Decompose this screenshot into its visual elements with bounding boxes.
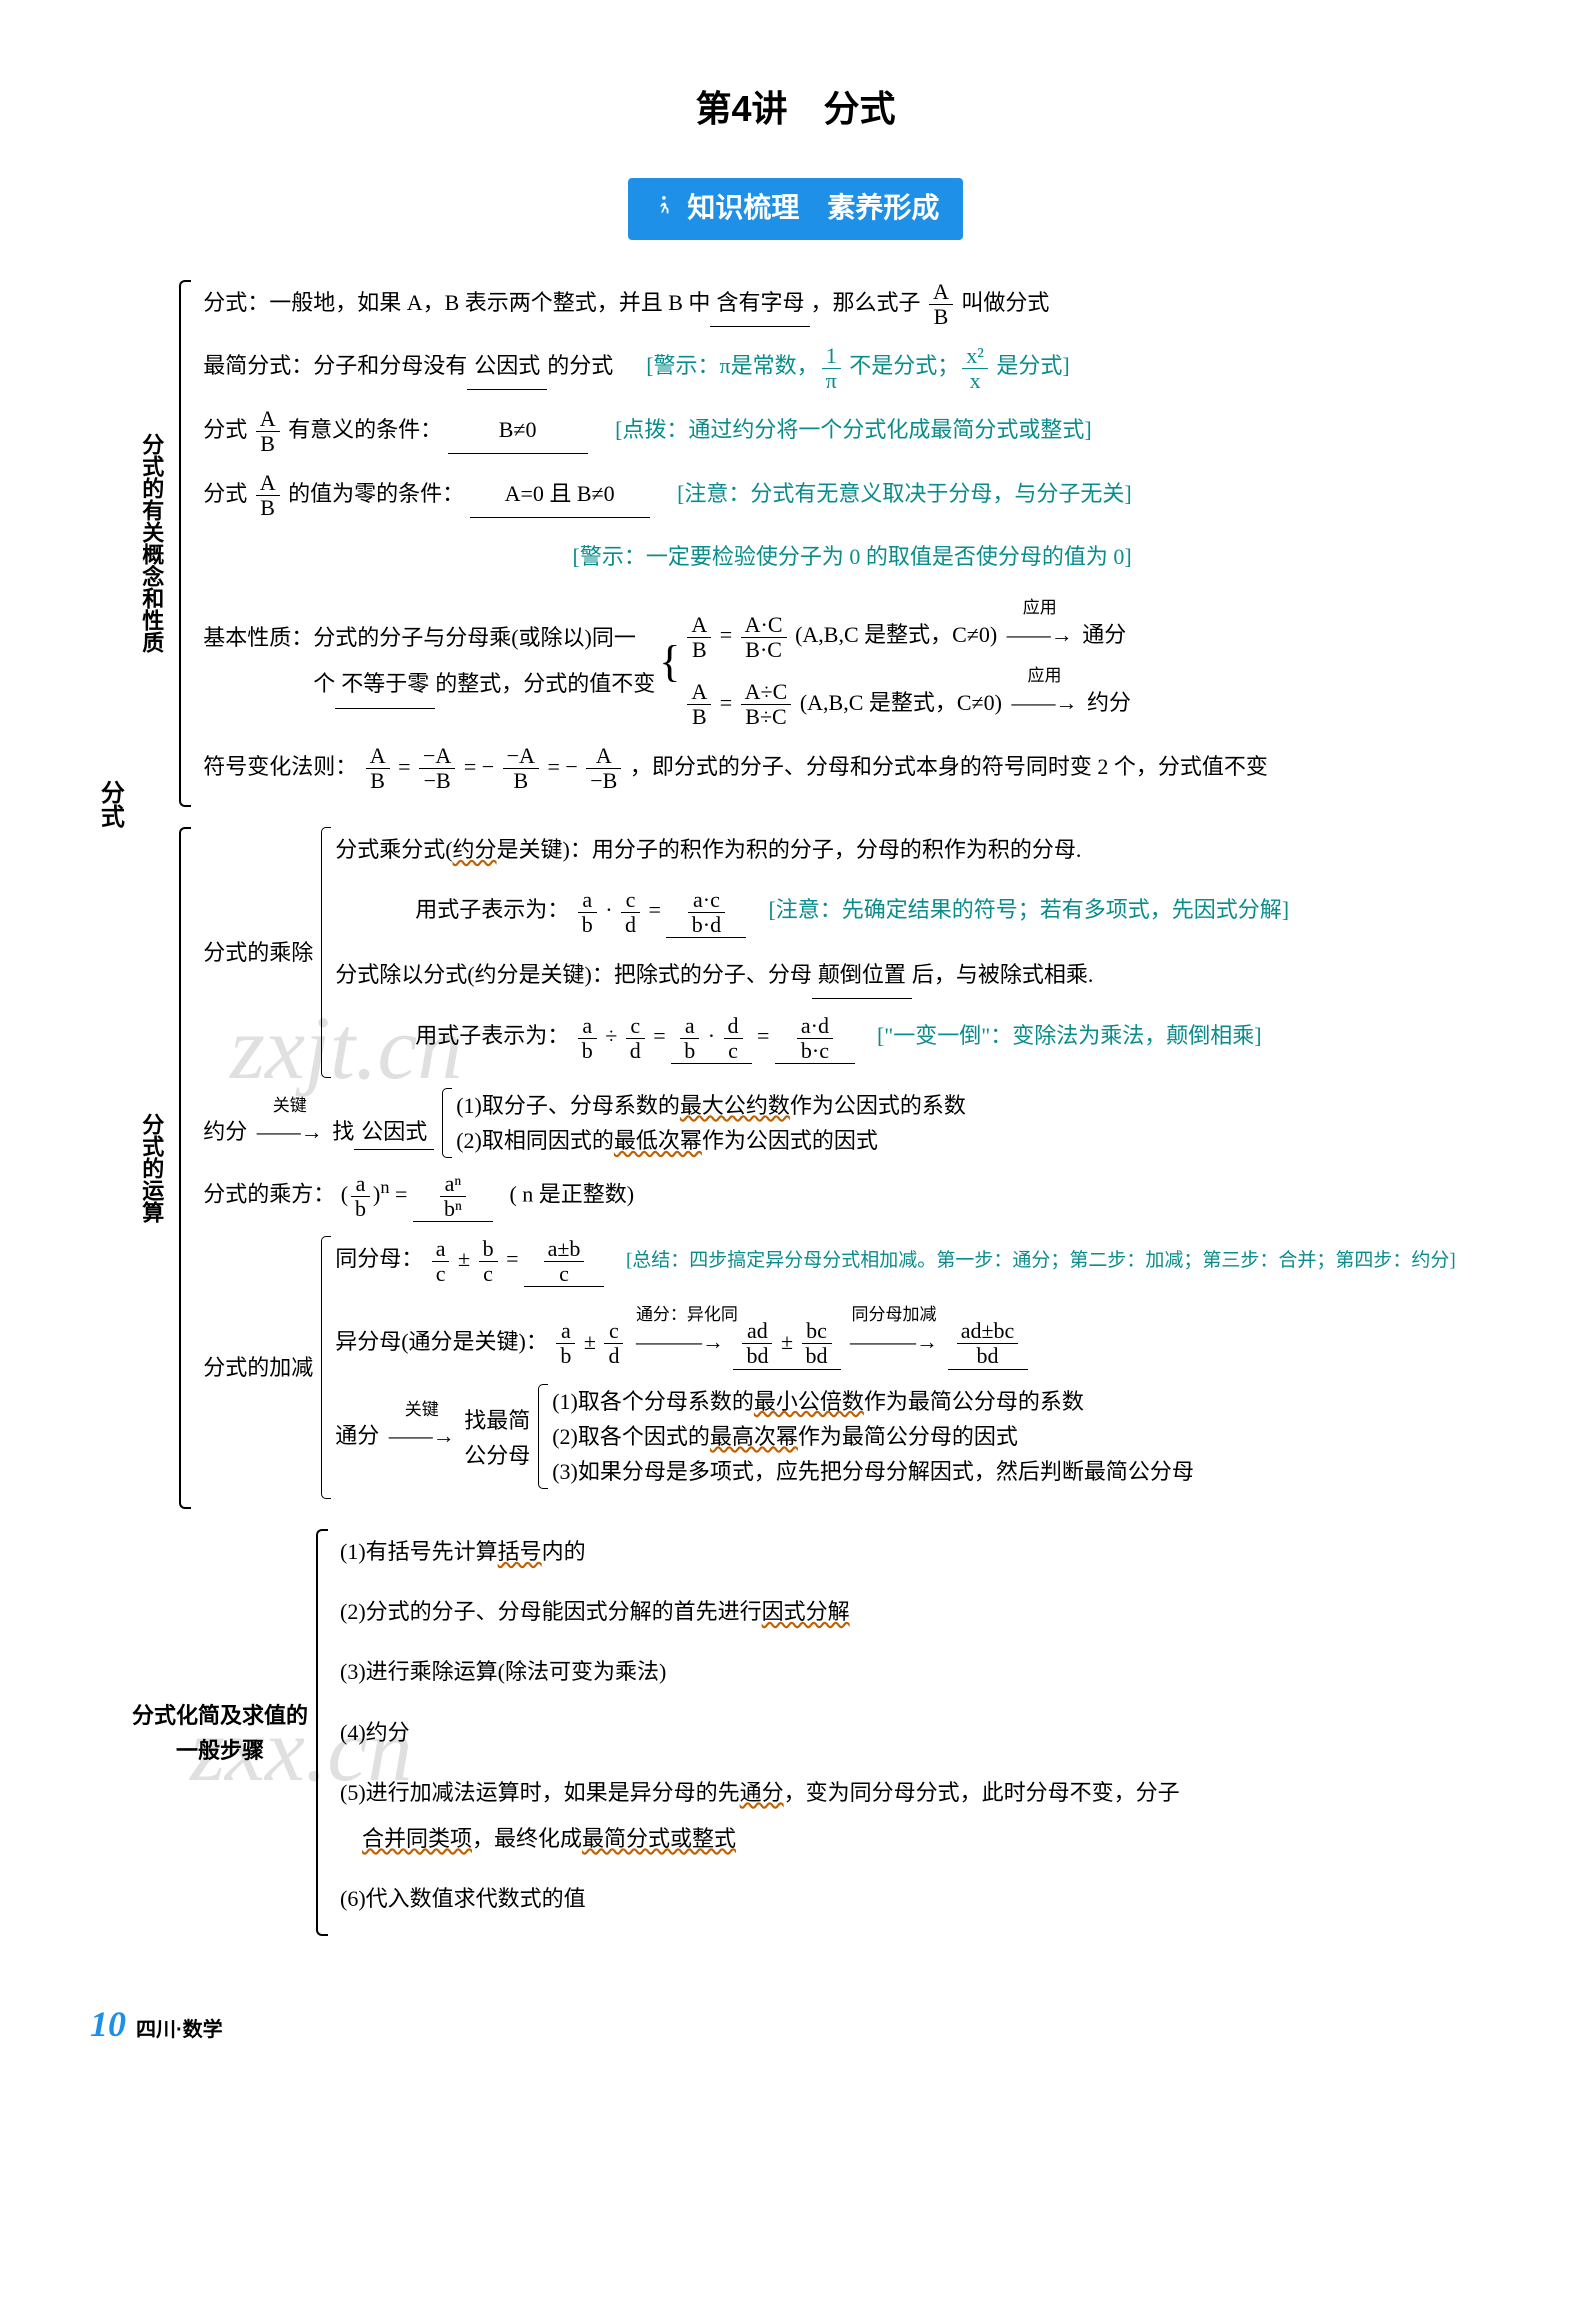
banner-text: 知识梳理 素养形成	[687, 192, 939, 223]
page-footer: 10 四川·数学	[90, 1996, 1501, 2054]
root-label: 分式	[90, 780, 128, 828]
section-banner: 知识梳理 素养形成	[628, 178, 964, 240]
add-subtract: 分式的加减 同分母： ac ± bc = a±bc [总结：四步搞定异分母分式相…	[203, 1236, 1501, 1499]
definition-line: 分式：一般地，如果 A，B 表示两个整式，并且 B 中含有字母，那么式子 AB …	[203, 280, 1501, 330]
section-2-label: 分式的运算	[130, 827, 173, 1509]
zero-line: 分式 AB 的值为零的条件： A=0 且 B≠0 [注意：分式有无意义取决于分母…	[203, 471, 1501, 521]
basic-property: 基本性质：分式的分子与分母乘(或除以)同一 个不等于零的整式，分式的值不变 { …	[203, 594, 1501, 729]
power-line: 分式的乘方： (ab)n = aⁿbⁿ ( n 是正整数)	[203, 1168, 1501, 1222]
page-title: 第4讲 分式	[90, 80, 1501, 138]
page-number: 10	[90, 1996, 126, 2054]
runner-icon	[652, 187, 674, 232]
multiply-divide: 分式的乘除 分式乘分式(约分是关键)：用分子的积作为积的分子，分母的积作为积的分…	[203, 827, 1501, 1078]
section-1-label: 分式的有关概念和性质	[130, 280, 173, 808]
warn-line: [警示：一定要检验使分子为 0 的取值是否使分母的值为 0]	[203, 534, 1501, 580]
common-denominator: 通分 关键——→ 找最简 公分母 (1)取各个分母系数的最小公倍数作为最简公分母…	[335, 1384, 1501, 1490]
section-concepts: 分式的有关概念和性质 分式：一般地，如果 A，B 表示两个整式，并且 B 中含有…	[130, 280, 1501, 808]
note-pi: [警示：π是常数，1π 不是分式；x²x 是分式]	[646, 353, 1070, 378]
section-operations: zxjt.cn 分式的运算 分式的乘除 分式乘分式(约分是关键)：用分子的积作为…	[130, 827, 1501, 1509]
section-steps: zxx.cn 分式化简及求值的 一般步骤 (1)有括号先计算括号内的 (2)分式…	[130, 1529, 1501, 1936]
reduce-line: 约分 关键——→ 找公因式 (1)取分子、分母系数的最大公约数作为公因式的系数 …	[203, 1088, 1501, 1158]
simplest-line: 最简分式：分子和分母没有公因式的分式 [警示：π是常数，1π 不是分式；x²x …	[203, 343, 1501, 393]
sign-rule: 符号变化法则： AB = −A−B = − −AB = − A−B ，即分式的分…	[203, 744, 1501, 794]
section-3-label: 分式化简及求值的 一般步骤	[130, 1698, 310, 1768]
content-area: 分式 分式的有关概念和性质 分式：一般地，如果 A，B 表示两个整式，并且 B …	[90, 280, 1501, 1937]
footer-text: 四川·数学	[136, 2014, 223, 2046]
meaningful-line: 分式 AB 有意义的条件： B≠0 [点拨：通过约分将一个分式化成最简分式或整式…	[203, 407, 1501, 457]
